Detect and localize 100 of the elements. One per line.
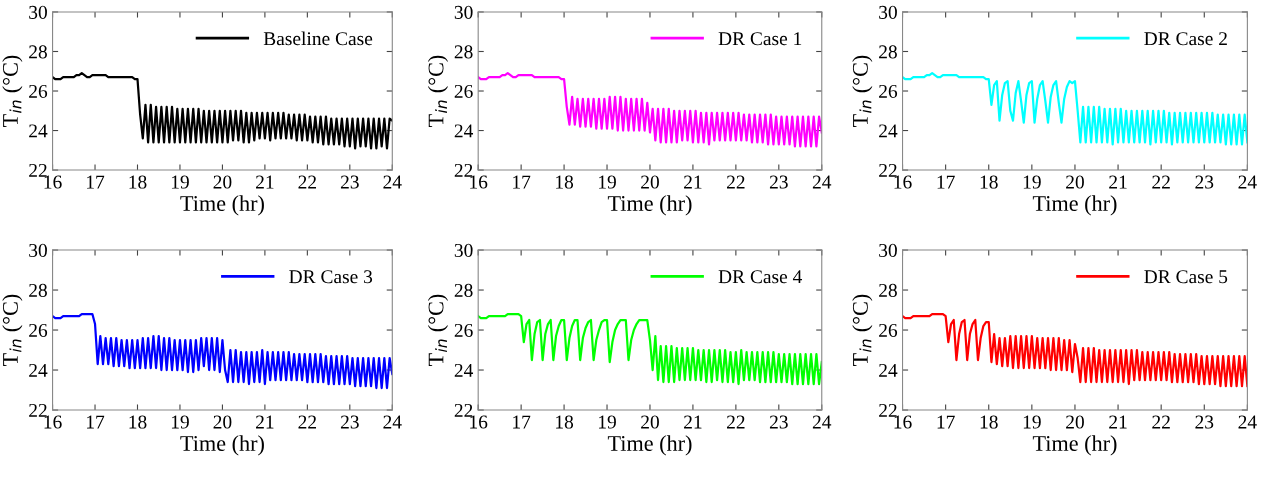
y-tick-label: 24 bbox=[879, 124, 898, 138]
x-tick-label: 16 bbox=[894, 415, 912, 429]
y-tick-label: 24 bbox=[454, 124, 474, 138]
legend-label: DR Case 1 bbox=[718, 32, 802, 46]
y-tick-label: 28 bbox=[879, 283, 897, 297]
y-tick-label: 26 bbox=[454, 323, 473, 337]
x-tick-label: 19 bbox=[1023, 415, 1041, 429]
x-tick-label: 24 bbox=[1238, 415, 1257, 429]
x-tick-label: 17 bbox=[87, 175, 105, 189]
y-tick-label: 22 bbox=[879, 163, 897, 177]
x-tick-label: 16 bbox=[894, 175, 912, 189]
y-tick-label: 26 bbox=[879, 323, 898, 337]
y-tick-label: 30 bbox=[879, 5, 897, 19]
x-tick-label: 21 bbox=[256, 415, 274, 429]
x-tick-label: 19 bbox=[171, 175, 189, 189]
line-series bbox=[902, 72, 1248, 146]
y-axis-title: T$_{in}$ (°C) bbox=[427, 55, 449, 127]
y-tick-label: 22 bbox=[454, 163, 473, 177]
x-tick-label: 23 bbox=[1195, 415, 1214, 429]
x-tick-label: 22 bbox=[1152, 175, 1170, 189]
line-series bbox=[478, 72, 822, 148]
line-series bbox=[52, 312, 393, 390]
y-axis-title: T$_{in}$ (°C) bbox=[2, 55, 23, 127]
x-tick-label: 16 bbox=[44, 415, 62, 429]
y-tick-label: 28 bbox=[454, 45, 473, 59]
x-tick-label: 24 bbox=[383, 175, 402, 189]
x-tick-label: 17 bbox=[937, 415, 955, 429]
y-axis-title: T$_{in}$ (°C) bbox=[852, 294, 873, 366]
y-tick-label: 24 bbox=[879, 363, 898, 377]
legend-label: Baseline Case bbox=[263, 31, 373, 46]
x-tick-label: 24 bbox=[383, 415, 402, 429]
y-tick-label: 22 bbox=[29, 163, 47, 177]
x-tick-label: 20 bbox=[1066, 415, 1084, 429]
x-tick-label: 19 bbox=[599, 415, 616, 429]
x-tick-label: 19 bbox=[599, 175, 616, 189]
x-tick-label: 24 bbox=[812, 415, 832, 429]
line-series bbox=[52, 72, 393, 150]
x-axis-title: Time (hr) bbox=[1032, 195, 1117, 216]
x-tick-label: 22 bbox=[727, 415, 745, 429]
x-tick-label: 16 bbox=[470, 175, 488, 189]
y-tick-label: 24 bbox=[29, 363, 48, 377]
y-tick-label: 28 bbox=[29, 283, 47, 297]
x-tick-label: 23 bbox=[769, 175, 788, 189]
y-tick-label: 26 bbox=[29, 323, 48, 337]
line-series bbox=[902, 312, 1248, 388]
x-tick-label: 20 bbox=[213, 415, 232, 429]
y-tick-label: 30 bbox=[29, 243, 47, 257]
x-tick-label: 19 bbox=[171, 415, 189, 429]
x-tick-label: 18 bbox=[556, 415, 574, 429]
line-series bbox=[478, 312, 822, 386]
x-tick-label: 18 bbox=[129, 175, 147, 189]
y-tick-label: 30 bbox=[29, 5, 47, 19]
x-tick-label: 18 bbox=[129, 415, 147, 429]
y-axis-title: T$_{in}$ (°C) bbox=[2, 294, 23, 366]
x-tick-label: 16 bbox=[470, 415, 488, 429]
x-tick-label: 20 bbox=[641, 415, 659, 429]
y-tick-label: 26 bbox=[879, 84, 898, 98]
x-tick-label: 18 bbox=[980, 175, 998, 189]
x-tick-label: 22 bbox=[727, 175, 745, 189]
x-tick-label: 22 bbox=[1152, 415, 1170, 429]
x-axis-title: Time (hr) bbox=[180, 435, 264, 456]
y-axis-title: T$_{in}$ (°C) bbox=[852, 55, 873, 127]
x-axis-title: Time (hr) bbox=[607, 435, 692, 456]
legend-label: DR Case 5 bbox=[1144, 270, 1228, 284]
x-tick-label: 23 bbox=[1195, 175, 1214, 189]
legend-label: DR Case 2 bbox=[1144, 32, 1227, 46]
x-tick-label: 17 bbox=[937, 175, 955, 189]
x-tick-label: 20 bbox=[1066, 175, 1084, 189]
y-tick-label: 28 bbox=[879, 45, 897, 59]
y-tick-label: 22 bbox=[454, 403, 473, 417]
y-tick-label: 30 bbox=[454, 243, 473, 257]
x-tick-label: 21 bbox=[684, 175, 702, 189]
x-tick-label: 21 bbox=[256, 175, 274, 189]
x-tick-label: 18 bbox=[980, 415, 998, 429]
y-tick-label: 26 bbox=[29, 84, 48, 98]
x-tick-label: 17 bbox=[87, 415, 105, 429]
x-tick-label: 19 bbox=[1023, 175, 1041, 189]
x-tick-label: 23 bbox=[340, 175, 359, 189]
y-tick-label: 28 bbox=[454, 283, 473, 297]
x-tick-label: 24 bbox=[812, 175, 832, 189]
y-tick-label: 28 bbox=[29, 45, 47, 59]
legend-label: DR Case 3 bbox=[289, 270, 373, 284]
y-tick-label: 22 bbox=[879, 403, 897, 417]
x-tick-label: 17 bbox=[513, 175, 531, 189]
y-tick-label: 22 bbox=[29, 403, 47, 417]
x-tick-label: 23 bbox=[769, 415, 788, 429]
x-axis-title: Time (hr) bbox=[180, 195, 264, 216]
x-tick-label: 21 bbox=[1109, 175, 1127, 189]
y-tick-label: 24 bbox=[454, 363, 474, 377]
x-tick-label: 24 bbox=[1238, 175, 1257, 189]
x-tick-label: 16 bbox=[44, 175, 62, 189]
y-axis-title: T$_{in}$ (°C) bbox=[427, 294, 449, 366]
x-tick-label: 21 bbox=[1109, 415, 1127, 429]
x-tick-label: 17 bbox=[513, 415, 531, 429]
x-tick-label: 22 bbox=[298, 415, 317, 429]
y-tick-label: 26 bbox=[454, 84, 473, 98]
y-tick-label: 30 bbox=[879, 243, 897, 257]
x-axis-title: Time (hr) bbox=[1032, 435, 1117, 456]
x-tick-label: 23 bbox=[340, 415, 359, 429]
x-tick-label: 22 bbox=[298, 175, 317, 189]
